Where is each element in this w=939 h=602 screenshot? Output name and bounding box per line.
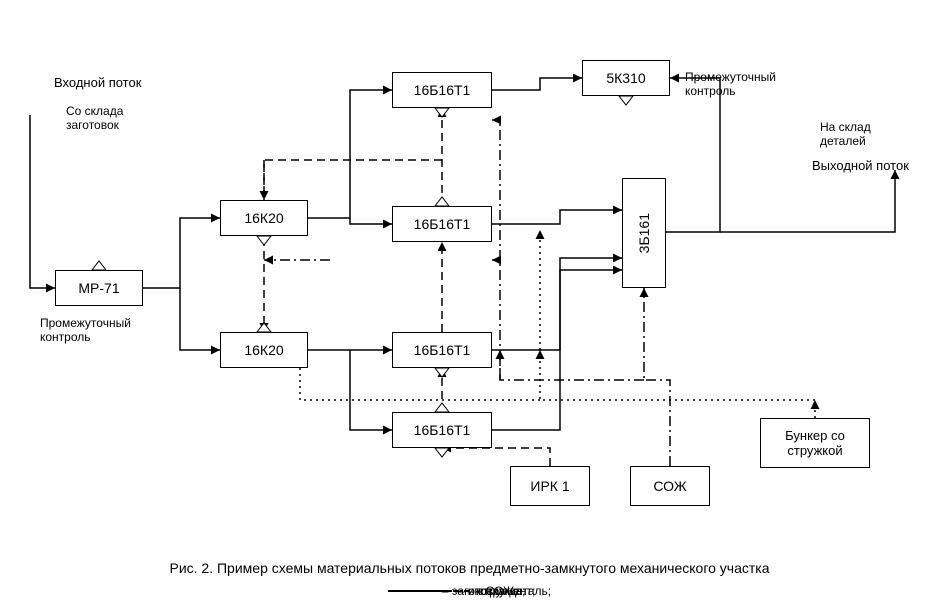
legend-text-3: – СОЖ; — [476, 584, 518, 598]
node-label-k20a: 16К20 — [244, 210, 283, 226]
node-bt4: 16Б16Т1 — [392, 412, 492, 448]
node-mr71: МР-71 — [55, 270, 143, 306]
figure-caption: Рис. 2. Пример схемы материальных потоко… — [0, 560, 939, 576]
legend-sample-dashdot — [422, 590, 470, 592]
edge-4 — [350, 218, 392, 224]
edge-9 — [492, 258, 622, 350]
edge-19 — [644, 288, 670, 466]
mark-mr71-top — [92, 261, 106, 270]
legend-item-3: – СОЖ; — [422, 584, 518, 598]
edge-11 — [666, 78, 720, 232]
label-2: Промежуточный контроль — [685, 70, 776, 99]
node-label-k20b: 16К20 — [244, 342, 283, 358]
edge-8 — [492, 210, 622, 224]
mark-bt3-bottom — [435, 368, 449, 377]
node-label-bt4: 16Б16Т1 — [414, 422, 471, 438]
edge-0 — [30, 115, 55, 288]
node-label-bt2: 16Б16Т1 — [414, 216, 471, 232]
mark-k310-bottom — [619, 96, 633, 105]
node-irk: ИРК 1 — [510, 466, 590, 506]
node-label-bt1: 16Б16Т1 — [414, 82, 471, 98]
edge-25 — [540, 350, 815, 400]
edge-2 — [180, 288, 220, 350]
edge-12 — [720, 170, 895, 232]
edge-13 — [442, 448, 550, 466]
node-label-k310: 5К310 — [606, 70, 645, 86]
node-bt1: 16Б16Т1 — [392, 72, 492, 108]
diagram-stage: МР-71 16К20 16К20 16Б16Т1 16Б16Т1 16Б16Т1 16Б1… — [0, 0, 939, 602]
node-label-mr71: МР-71 — [78, 280, 119, 296]
edge-6 — [350, 350, 392, 430]
node-k20b: 16К20 — [220, 332, 308, 368]
node-sozh: СОЖ — [630, 466, 710, 506]
label-5: Промежуточный контроль — [40, 316, 131, 345]
mark-bt4-top — [435, 403, 449, 412]
edge-3 — [308, 90, 392, 218]
label-0: Входной поток — [54, 75, 141, 91]
node-label-irk: ИРК 1 — [530, 478, 569, 494]
node-bunker: Бункер со стружкой — [760, 418, 870, 468]
node-bt3: 16Б16Т1 — [392, 332, 492, 368]
edge-20 — [500, 350, 644, 380]
edge-7 — [492, 78, 582, 90]
edge-17 — [264, 160, 442, 200]
edge-21 — [492, 260, 500, 380]
node-label-b161: 3Б161 — [636, 213, 652, 253]
edge-1 — [143, 218, 220, 288]
edge-22 — [492, 120, 500, 260]
label-4: Выходной поток — [812, 158, 909, 174]
node-label-bunker: Бункер со стружкой — [761, 428, 869, 458]
mark-bt4-bottom — [435, 448, 449, 457]
node-label-sozh: СОЖ — [653, 478, 686, 494]
label-3: На склад деталей — [820, 120, 871, 149]
node-bt2: 16Б16Т1 — [392, 206, 492, 242]
mark-k20b-top — [257, 323, 271, 332]
node-k310: 5К310 — [582, 60, 670, 96]
node-k20a: 16К20 — [220, 200, 308, 236]
node-label-bt3: 16Б16Т1 — [414, 342, 471, 358]
mark-bt1-bottom — [435, 108, 449, 117]
label-1: Со склада заготовок — [66, 104, 123, 133]
mark-bt2-top — [435, 197, 449, 206]
node-b161: 3Б161 — [622, 178, 666, 288]
mark-k20a-bottom — [257, 236, 271, 245]
